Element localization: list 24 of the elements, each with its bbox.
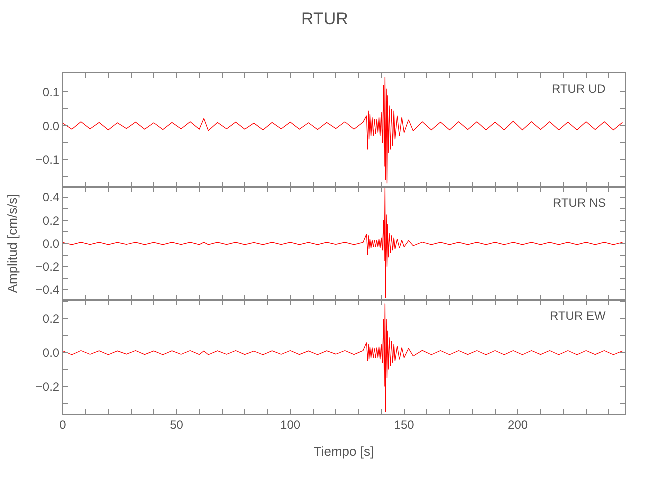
y-tick-label: −0.1 bbox=[36, 153, 60, 168]
y-tick-label: 0.1 bbox=[42, 85, 60, 100]
y-tick-label: 0.2 bbox=[42, 214, 60, 228]
line-series bbox=[63, 76, 624, 184]
y-tick-label: 0.0 bbox=[42, 119, 60, 134]
x-axis-title: Tiempo [s] bbox=[314, 444, 374, 459]
y-tick-label: 0.0 bbox=[42, 236, 60, 251]
line-series bbox=[63, 188, 624, 298]
y-tick-label: 0.0 bbox=[42, 346, 60, 360]
y-tick-label: −0.4 bbox=[36, 283, 60, 298]
y-axis-title: Amplitud [cm/s/s] bbox=[4, 194, 20, 294]
y-tick-label: −0.2 bbox=[36, 380, 60, 394]
annotation: RTUR UD bbox=[552, 82, 606, 96]
chart-title: RTUR bbox=[302, 9, 348, 28]
y-tick-label: −0.2 bbox=[36, 260, 60, 274]
y-tick-label: 0.4 bbox=[42, 190, 60, 205]
x-tick-label: 50 bbox=[170, 418, 184, 432]
y-tick-label: 0.2 bbox=[42, 312, 60, 326]
annotation: RTUR EW bbox=[550, 309, 606, 323]
x-tick-label: 0 bbox=[60, 418, 67, 432]
annotation: RTUR NS bbox=[553, 196, 606, 210]
x-tick-label: 150 bbox=[394, 418, 415, 432]
x-tick-label: 100 bbox=[280, 418, 301, 432]
x-tick-label: 200 bbox=[508, 418, 528, 432]
